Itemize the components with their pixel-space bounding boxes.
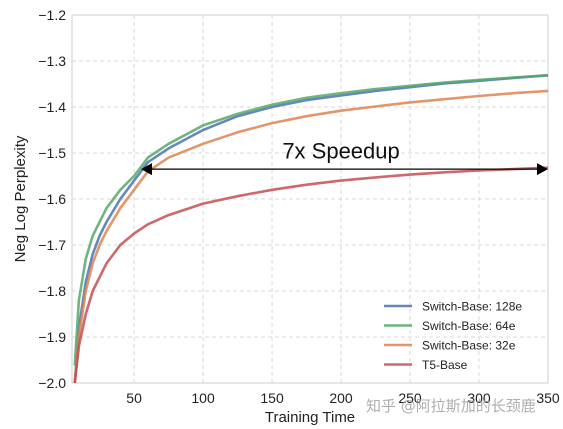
x-tick-label: 350	[536, 390, 560, 406]
legend-label: Switch-Base: 64e	[422, 319, 516, 333]
series-layer	[73, 74, 548, 383]
y-tick-label: −1.3	[38, 53, 66, 69]
x-tick-label: 300	[467, 390, 491, 406]
x-axis-label: Training Time	[265, 409, 355, 426]
y-tick-label: −1.4	[38, 99, 66, 115]
watermark: 知乎 @阿拉斯加的长颈鹿	[366, 397, 536, 415]
x-tick-label: 150	[260, 390, 284, 406]
y-tick-label: −1.8	[38, 283, 66, 299]
y-tick-label: −1.5	[38, 145, 66, 161]
speedup-arrowhead-right	[537, 163, 548, 176]
y-tick-label: −1.2	[38, 7, 66, 23]
x-tick-label: 200	[329, 390, 353, 406]
x-tick-label: 100	[191, 390, 215, 406]
x-tick-label: 250	[398, 390, 422, 406]
y-tick-label: −1.7	[38, 237, 66, 253]
series-line-switch-base-64e	[73, 74, 548, 366]
y-axis-label: Neg Log Perplexity	[12, 135, 29, 262]
x-tick-label: 50	[126, 390, 142, 406]
annotation-layer: 7x Speedup	[140, 139, 548, 176]
y-tick-label: −1.9	[38, 329, 66, 345]
speedup-label: 7x Speedup	[282, 139, 399, 164]
series-line-switch-base-32e	[73, 89, 548, 383]
legend-label: Switch-Base: 32e	[422, 339, 516, 353]
speedup-arrowhead-left	[140, 163, 152, 176]
legend-label: T5-Base	[422, 358, 468, 372]
axes-frame	[71, 14, 549, 384]
legend: Switch-Base: 128e Switch-Base: 64e Switch-…	[384, 300, 522, 372]
legend-label: Switch-Base: 128e	[422, 300, 522, 314]
y-tick-label: −1.6	[38, 191, 66, 207]
y-tick-labels: −2.0 −1.9 −1.8 −1.7 −1.6 −1.5 −1.4 −1.3 −1.2	[38, 7, 66, 391]
y-tick-label: −2.0	[38, 375, 66, 391]
series-line-t5-base	[73, 166, 548, 383]
x-tick-labels: 50 100 150 200 250 300 350	[126, 390, 560, 406]
